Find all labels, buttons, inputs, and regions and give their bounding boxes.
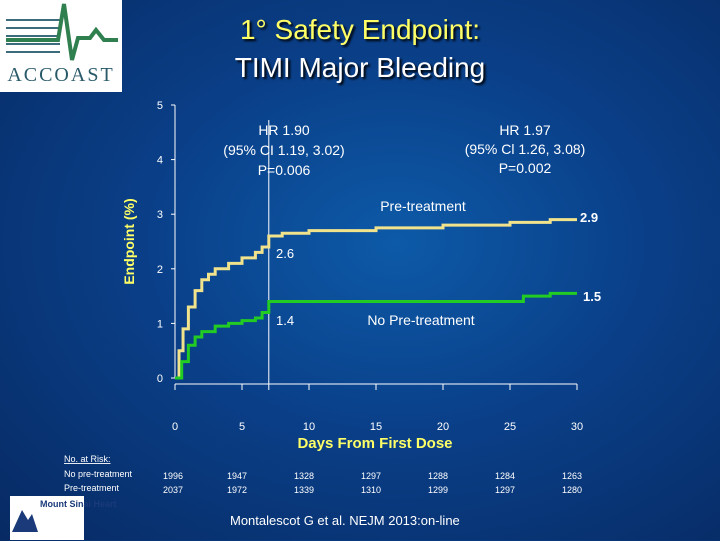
mountain-icon [12, 510, 38, 532]
x-tick-label: 10 [303, 421, 315, 433]
y-tick-label: 3 [157, 209, 163, 221]
x-tick-label: 20 [437, 421, 449, 433]
at-risk-value: 1299 [428, 485, 448, 495]
at-risk-heading: No. at Risk: [64, 454, 111, 464]
at-risk-value: 1288 [428, 471, 448, 481]
chart-title-line1: 1° Safety Endpoint: [239, 14, 481, 45]
x-tick-label: 5 [239, 421, 245, 433]
hospital-name: Mount Sinai Heart [40, 499, 117, 509]
hr-left-line: HR 1.90 [258, 122, 310, 138]
hr-right-line: (95% Cl 1.26, 3.08) [465, 141, 586, 157]
citation: Montalescot G et al. NEJM 2013:on-line [230, 513, 460, 528]
pretreatment-day7-value: 2.6 [276, 246, 294, 261]
x-tick-label: 30 [571, 421, 583, 433]
no-pretreatment-end-value: 1.5 [583, 289, 601, 304]
no-pretreatment-curve [175, 291, 577, 380]
at-risk-value: 1297 [361, 471, 381, 481]
at-risk-value: 2037 [163, 485, 183, 495]
pretreatment-end-value: 2.9 [580, 210, 598, 225]
chart-labels: Days From First Dose Endpoint (%) HR 1.90 (… [64, 122, 601, 495]
x-tick-label: 0 [172, 421, 178, 433]
mount-sinai-logo [10, 496, 84, 540]
pretreatment-label: Pre-treatment [380, 198, 466, 214]
y-axis-title: Endpoint (%) [121, 198, 137, 284]
at-risk-row-label: No pre-treatment [64, 469, 133, 479]
at-risk-value: 1947 [227, 471, 247, 481]
hr-right-line: HR 1.97 [499, 122, 551, 138]
at-risk-value: 1972 [227, 485, 247, 495]
accoast-logo: ACCOAST [0, 0, 122, 92]
chart-axes: 0 1 2 3 4 5 0 5 10 15 20 25 30 [157, 100, 583, 433]
no-pretreatment-label: No Pre-treatment [367, 312, 474, 328]
at-risk-row-label: Pre-treatment [64, 483, 120, 493]
y-tick-label: 2 [157, 264, 163, 276]
at-risk-value: 1339 [294, 485, 314, 495]
ecg-waveform-icon [6, 3, 118, 61]
at-risk-value: 1996 [163, 471, 183, 481]
y-tick-label: 5 [157, 100, 163, 112]
hr-right-line: P=0.002 [499, 160, 552, 176]
x-tick-label: 15 [370, 421, 382, 433]
hr-left-line: P=0.006 [258, 162, 311, 178]
logo-org-name: ACCOAST [7, 64, 115, 86]
at-risk-value: 1310 [361, 485, 381, 495]
chart-title-line2: TIMI Major Bleeding [234, 52, 486, 83]
at-risk-value: 1328 [294, 471, 314, 481]
y-tick-label: 0 [157, 373, 163, 385]
at-risk-value: 1297 [495, 485, 515, 495]
chart-marks [175, 218, 577, 380]
hr-left-line: (95% CI 1.19, 3.02) [223, 142, 344, 158]
x-tick-label: 25 [504, 421, 516, 433]
x-axis-title: Days From First Dose [297, 435, 452, 452]
at-risk-value: 1280 [562, 485, 582, 495]
at-risk-value: 1284 [495, 471, 515, 481]
at-risk-value: 1263 [562, 471, 582, 481]
y-tick-label: 1 [157, 318, 163, 330]
y-tick-label: 4 [157, 155, 163, 167]
pretreatment-curve [175, 218, 577, 380]
no-pretreatment-day7-value: 1.4 [276, 313, 294, 328]
